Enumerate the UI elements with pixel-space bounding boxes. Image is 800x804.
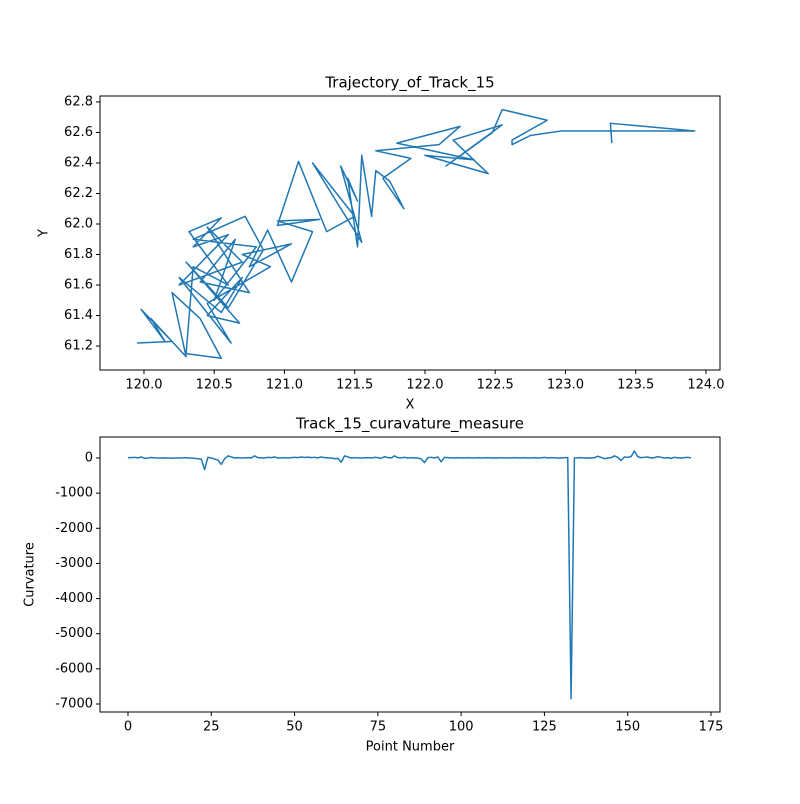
x-axis-label: X	[406, 398, 415, 413]
y-tick-label: -1000	[55, 486, 93, 501]
axes-frame	[99, 95, 721, 371]
y-tick-label: -6000	[55, 661, 93, 676]
axes-frame	[99, 436, 721, 713]
x-tick-label: 122.0	[406, 378, 443, 393]
data-line	[127, 450, 692, 700]
y-tick-label: 62.4	[64, 155, 93, 170]
x-tick-label: 150	[615, 720, 640, 735]
y-tick-label: 61.4	[64, 308, 93, 323]
y-tick-label: 61.8	[64, 247, 93, 262]
x-tick-label: 121.5	[336, 378, 373, 393]
x-tick-label: 121.0	[266, 378, 303, 393]
y-tick-label: -5000	[55, 626, 93, 641]
y-tick-label: -3000	[55, 556, 93, 571]
chart-title: Track_15_curavature_measure	[295, 415, 524, 434]
y-tick-label: -2000	[55, 521, 93, 536]
y-tick-label: 61.6	[64, 278, 93, 293]
y-axis-label: Curvature	[23, 542, 38, 607]
x-tick-label: 120.0	[125, 378, 162, 393]
x-tick-label: 175	[699, 720, 724, 735]
x-tick-label: 122.5	[477, 378, 514, 393]
y-tick-label: -4000	[55, 591, 93, 606]
y-tick-label: 62.8	[64, 94, 93, 109]
y-axis-label: Y	[37, 229, 52, 238]
chart-title: Trajectory_of_Track_15	[324, 74, 494, 93]
x-tick-label: 25	[203, 720, 220, 735]
x-tick-label: 124.0	[687, 378, 724, 393]
x-tick-label: 0	[124, 720, 132, 735]
x-axis-label: Point Number	[366, 740, 455, 755]
x-tick-label: 123.5	[617, 378, 654, 393]
x-tick-label: 123.0	[547, 378, 584, 393]
x-tick-label: 50	[286, 720, 303, 735]
y-tick-label: -7000	[55, 696, 93, 711]
y-tick-label: 61.2	[64, 339, 93, 354]
y-tick-label: 0	[85, 451, 93, 466]
y-tick-label: 62.6	[64, 125, 93, 140]
x-tick-label: 100	[449, 720, 474, 735]
x-tick-label: 75	[370, 720, 387, 735]
y-tick-label: 62.2	[64, 186, 93, 201]
data-line	[136, 108, 696, 359]
x-tick-label: 120.5	[196, 378, 233, 393]
x-tick-label: 125	[532, 720, 557, 735]
y-tick-label: 62.0	[64, 216, 93, 231]
